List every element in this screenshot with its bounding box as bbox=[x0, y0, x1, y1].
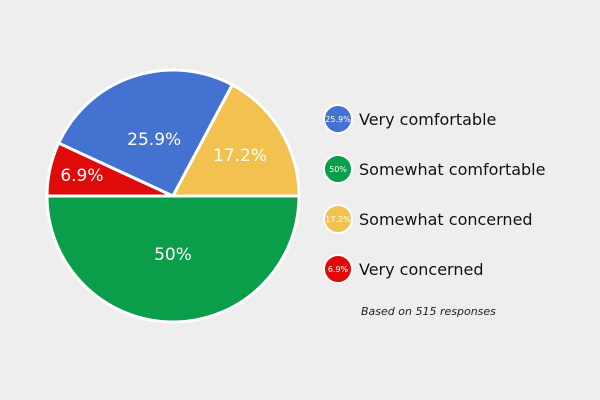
legend-label-somewhat-comfortable: Somewhat comfortable bbox=[359, 159, 546, 179]
pie-label-very-comfortable: 25.9% bbox=[127, 130, 181, 150]
pie-slice-somewhat-comfortable bbox=[45, 194, 301, 324]
legend-label-very-comfortable: Very comfortable bbox=[359, 109, 497, 129]
legend-swatch-somewhat-concerned: 17.2% bbox=[323, 204, 353, 234]
pie-label-somewhat-concerned: 17.2% bbox=[213, 146, 267, 166]
legend-item-very-comfortable: 25.9% Very comfortable bbox=[323, 94, 593, 144]
legend: 25.9% Very comfortable 50% Somewhat comf… bbox=[323, 94, 593, 294]
legend-item-very-concerned: 6.9% Very concerned bbox=[323, 244, 593, 294]
pie-slice-somewhat-concerned bbox=[171, 83, 301, 198]
pie-label-very-concerned: 6.9% bbox=[60, 166, 103, 186]
legend-item-somewhat-comfortable: 50% Somewhat comfortable bbox=[323, 144, 593, 194]
legend-swatch-very-comfortable: 25.9% bbox=[323, 104, 353, 134]
legend-label-very-concerned: Very concerned bbox=[359, 259, 484, 279]
legend-item-somewhat-concerned: 17.2% Somewhat concerned bbox=[323, 194, 593, 244]
legend-swatch-very-concerned: 6.9% bbox=[323, 254, 353, 284]
responses-note: Based on 515 responses bbox=[361, 305, 496, 318]
pie-label-somewhat-comfortable: 50% bbox=[154, 245, 192, 265]
legend-label-somewhat-concerned: Somewhat concerned bbox=[359, 209, 533, 229]
legend-swatch-somewhat-comfortable: 50% bbox=[323, 154, 353, 184]
